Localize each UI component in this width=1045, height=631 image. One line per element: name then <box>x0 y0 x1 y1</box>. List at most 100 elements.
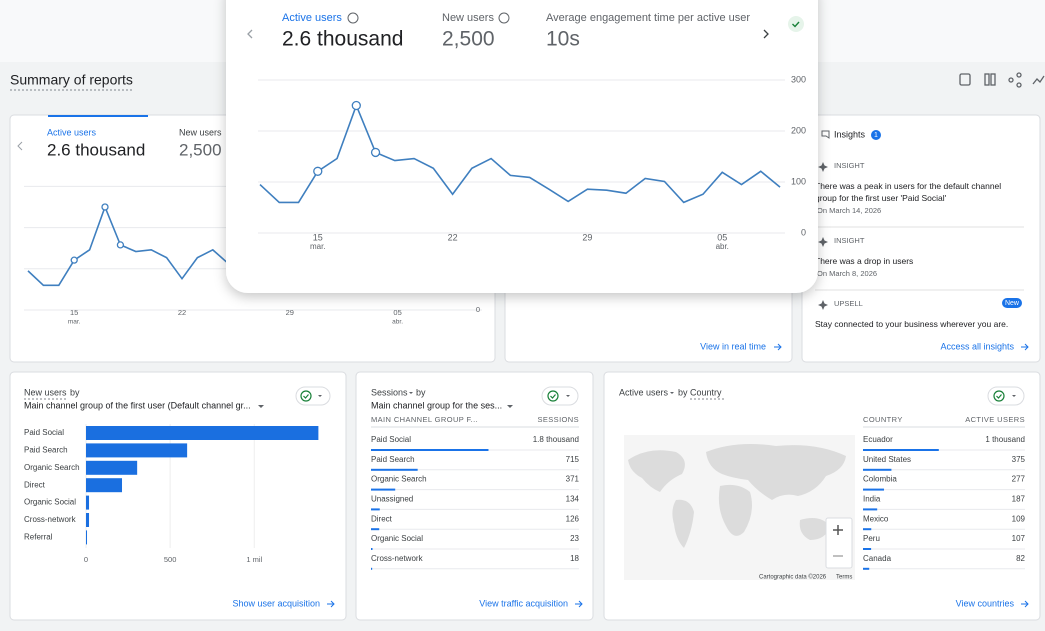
column-header: SESSIONS <box>537 415 579 424</box>
zoom-in[interactable] <box>833 525 843 535</box>
compare-pill[interactable] <box>295 386 331 406</box>
count-badge <box>871 130 881 140</box>
card-title-by: by <box>416 387 426 397</box>
insight-text: There was a drop in users <box>815 256 914 266</box>
metric-value: 2,500 <box>442 28 495 51</box>
badge-text: New <box>1005 300 1020 307</box>
metric-value: 2.6 thousand <box>282 28 403 51</box>
metric-label[interactable]: New users <box>179 127 222 137</box>
bar <box>86 426 319 440</box>
bar <box>86 460 138 475</box>
row-label: Paid Search <box>371 455 415 464</box>
row-label: Colombia <box>863 475 897 484</box>
compare-pill[interactable] <box>541 386 579 406</box>
row-value: 1 thousand <box>985 435 1025 444</box>
x-tick-label: 22 <box>178 308 186 317</box>
insights-icon[interactable] <box>1032 75 1045 85</box>
x-tick-label: 0 <box>84 555 88 564</box>
x-tick-label: 29 <box>286 308 294 317</box>
row-label: Mexico <box>863 514 889 523</box>
row-value: 109 <box>1012 514 1026 523</box>
insight-text: There was a peak in users for the defaul… <box>815 181 1002 203</box>
card-title[interactable]: Sessions <box>371 387 408 397</box>
card-link[interactable]: View countries <box>956 598 1015 608</box>
row-value: 277 <box>1012 475 1026 484</box>
check-mark <box>550 394 556 399</box>
item-icon <box>818 300 828 310</box>
metric-label[interactable]: Average engagement time per active user <box>546 12 750 24</box>
row-label: Organic Social <box>371 534 423 543</box>
card-title-dimension[interactable]: Country <box>690 387 722 397</box>
help-icon[interactable] <box>347 12 359 24</box>
count-text: 1 <box>874 132 878 139</box>
prev-arrow[interactable] <box>17 141 23 151</box>
row-value: 107 <box>1012 534 1026 543</box>
dimension[interactable]: Main channel group for the ses... <box>371 400 502 410</box>
realtime-link[interactable]: View in real time <box>700 341 766 351</box>
land <box>672 499 694 548</box>
item-tag: INSIGHT <box>834 236 865 245</box>
dropdown <box>1012 395 1016 397</box>
compare-icon-part <box>990 73 996 86</box>
share-bar <box>863 488 884 491</box>
x-tick-label: 500 <box>164 555 177 564</box>
card-link[interactable]: Show user acquisition <box>232 598 320 608</box>
card-title[interactable]: Active users <box>619 387 669 397</box>
y-tick-label: 300 <box>791 74 806 84</box>
row-label: Cross-network <box>371 554 424 563</box>
row-label: Canada <box>863 554 892 563</box>
link-arrow <box>575 600 583 608</box>
line-series <box>259 103 781 204</box>
category-label: Referral <box>24 533 53 542</box>
land <box>799 518 830 540</box>
item-icon <box>818 237 828 247</box>
share-bar <box>863 449 939 451</box>
map-terms[interactable]: Terms <box>836 575 852 581</box>
card-title[interactable]: New users <box>24 387 67 397</box>
row-value: 82 <box>1016 554 1025 563</box>
bar <box>86 443 188 458</box>
text-box: Stay connected to your business wherever… <box>815 319 1009 329</box>
compare-pill[interactable] <box>987 386 1025 406</box>
metric-label[interactable]: Active users <box>47 127 97 137</box>
metric-label[interactable]: New users <box>442 12 494 24</box>
row-value: 1.8 thousand <box>533 435 579 444</box>
prev-arrow[interactable] <box>247 29 253 39</box>
share-icon-part <box>1016 82 1022 88</box>
overview-popup: Active users 2.6 thousand New users 2,50… <box>226 0 818 293</box>
x-tick-label: 15 <box>313 232 323 242</box>
text-box: There was a drop in users <box>815 256 914 266</box>
compare-icon[interactable] <box>984 73 990 86</box>
y-tick-label: 0 <box>476 305 480 314</box>
point-marker <box>313 166 323 176</box>
row-label: Ecuador <box>863 435 893 444</box>
link-arrow <box>1021 343 1029 351</box>
dropdown <box>670 392 674 394</box>
dropdown <box>409 392 413 394</box>
insight-text: Stay connected to your business wherever… <box>815 319 1009 329</box>
edit-icon[interactable] <box>959 73 971 86</box>
row-label: India <box>863 495 881 504</box>
next-arrow[interactable] <box>763 29 769 39</box>
row-label: Organic Search <box>371 475 427 484</box>
dimension[interactable]: Main channel group of the first user (De… <box>24 400 251 410</box>
share-bar <box>371 488 396 491</box>
help-icon[interactable] <box>498 12 510 24</box>
share-icon[interactable] <box>1008 77 1014 83</box>
insights-link[interactable]: Access all insights <box>940 341 1014 351</box>
share-bar <box>371 548 373 550</box>
insights: Insights 1 Access all insights INSIGHT Th… <box>815 129 1029 351</box>
page-title: Summary of reports <box>10 72 133 88</box>
check-mark <box>996 394 1002 399</box>
card-link[interactable]: View traffic acquisition <box>479 598 568 608</box>
metric-label[interactable]: Active users <box>282 12 342 24</box>
check-icon <box>547 390 559 402</box>
dropdown <box>318 395 322 397</box>
check-pills <box>295 386 1025 406</box>
insights-title: Insights <box>834 129 866 139</box>
column-header: MAIN CHANNEL GROUP F... <box>371 415 478 424</box>
check-icon <box>300 390 312 402</box>
row-value: 371 <box>566 475 580 484</box>
row-value: 18 <box>570 554 579 563</box>
